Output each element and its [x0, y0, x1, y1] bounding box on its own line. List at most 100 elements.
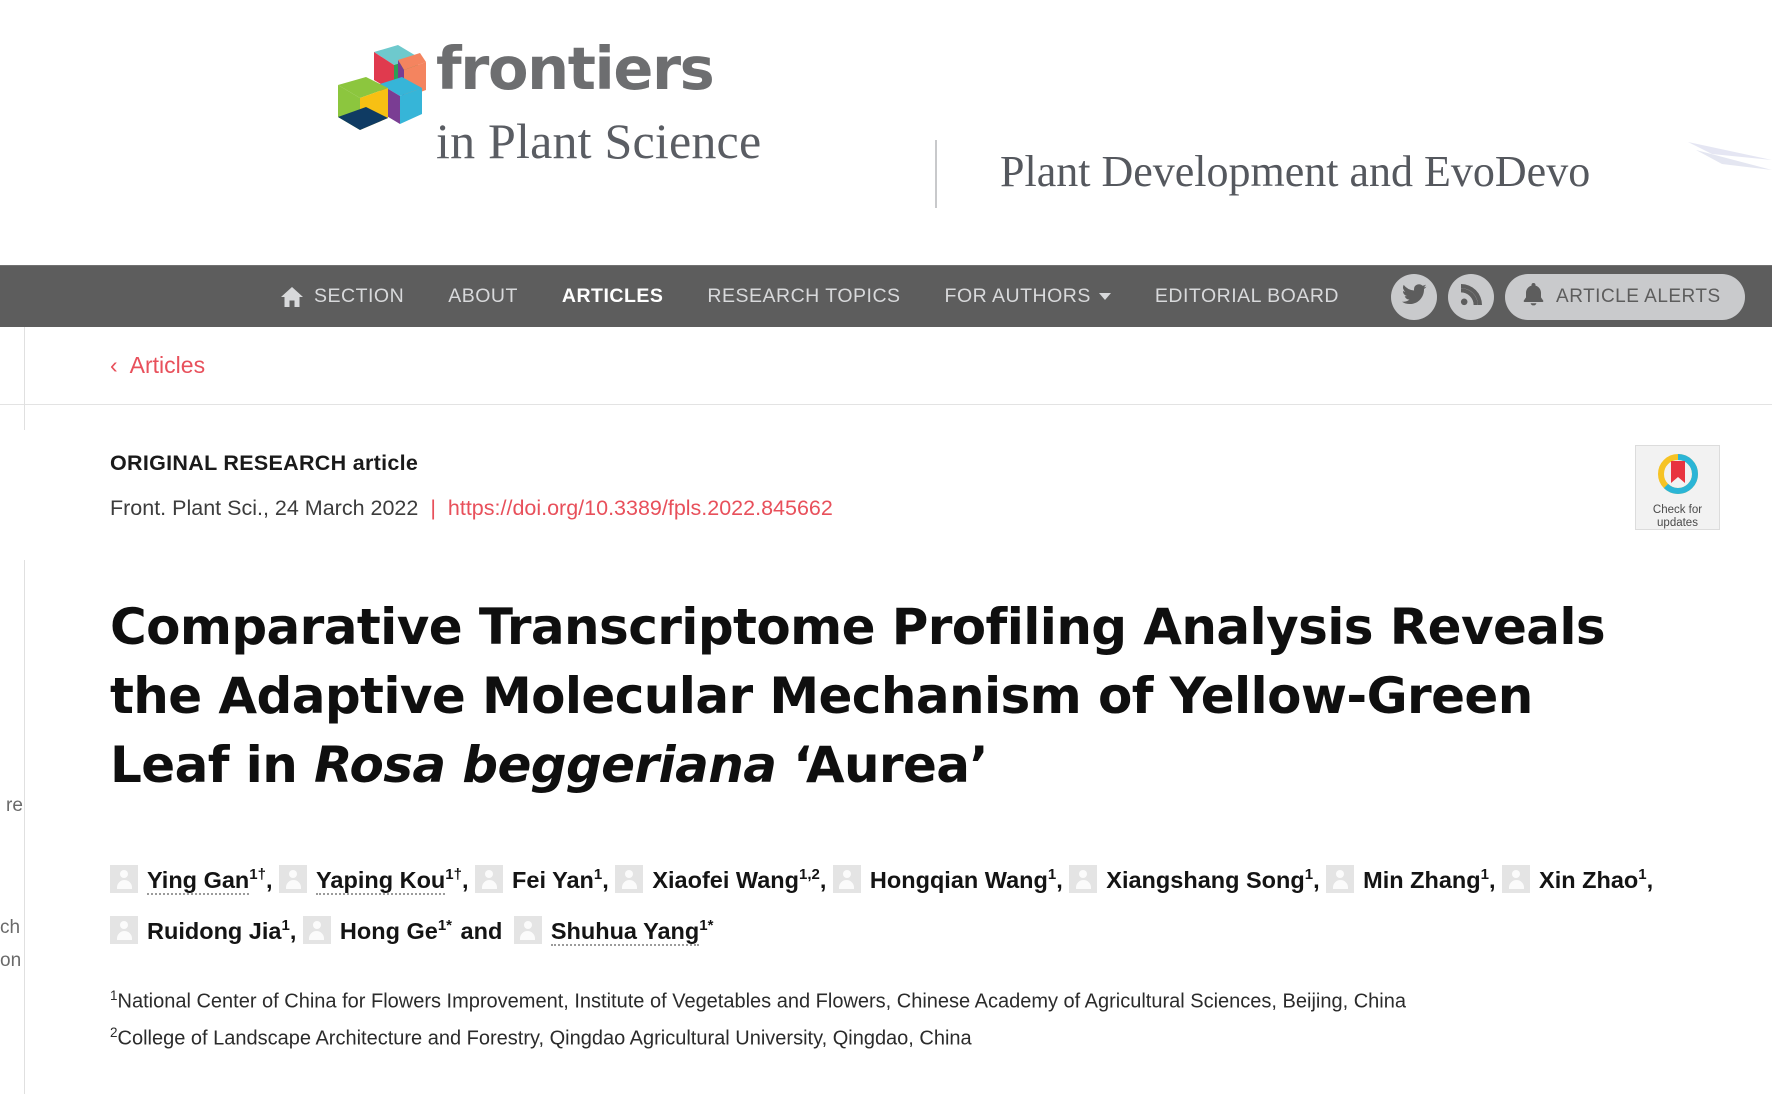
nav-item-about[interactable]: ABOUT	[426, 266, 540, 327]
author-affiliation-marker: 1	[1047, 866, 1057, 883]
title-line-1: Comparative Transcriptome Profiling Anal…	[110, 598, 1606, 725]
author-item[interactable]: Yaping Kou1†	[279, 864, 462, 895]
author-name[interactable]: Yaping Kou	[316, 866, 446, 895]
doi-link[interactable]: https://doi.org/10.3389/fpls.2022.845662	[447, 496, 833, 520]
twitter-button[interactable]	[1391, 273, 1438, 320]
title-line-2: Adaptive Molecular Mechanism of Yellow-G…	[110, 667, 1533, 794]
article-alerts-button[interactable]: ARTICLE ALERTS	[1505, 273, 1745, 320]
affiliation-item: 2College of Landscape Architecture and F…	[110, 1017, 1662, 1055]
author-affiliation-marker: 1*	[437, 916, 452, 934]
affiliation-marker: 2	[110, 1025, 118, 1041]
author-affiliation-marker: 1†	[249, 866, 266, 883]
avatar	[1326, 864, 1355, 893]
author-name[interactable]: Xiangshang Song	[1106, 866, 1305, 893]
author-separator: ,	[1056, 866, 1070, 893]
article-alerts-label: ARTICLE ALERTS	[1556, 285, 1721, 307]
citation-line: Front. Plant Sci., 24 March 2022 | https…	[110, 496, 833, 520]
author-item[interactable]: Xin Zhao1	[1502, 864, 1647, 893]
nav-item-research-topics[interactable]: RESEARCH TOPICS	[685, 266, 922, 327]
frontiers-cubes-logo-icon	[322, 40, 426, 144]
main-navigation: SECTION ABOUT ARTICLES RESEARCH TOPICS F…	[0, 265, 1772, 327]
author-name[interactable]: Xiaofei Wang	[652, 866, 799, 893]
author-affiliation-marker: 1,2	[798, 866, 820, 883]
nav-social-actions: ARTICLE ALERTS	[1391, 273, 1745, 320]
avatar	[110, 915, 138, 944]
nav-item-editorial-board[interactable]: EDITORIAL BOARD	[1133, 266, 1361, 327]
author-item[interactable]: Ruidong Jia1	[110, 915, 290, 944]
affiliation-item: 1National Center of China for Flowers Im…	[110, 980, 1662, 1018]
chevron-down-icon	[1098, 293, 1111, 300]
affiliation-text: National Center of China for Flowers Imp…	[117, 990, 1406, 1013]
brand-primary: frontiers	[436, 34, 715, 103]
decorative-swoosh-icon	[1682, 120, 1772, 230]
breadcrumb: ‹ Articles	[0, 327, 1772, 405]
author-item[interactable]: Hong Ge1*	[302, 915, 452, 944]
bell-icon	[1523, 282, 1544, 311]
nav-item-for-authors[interactable]: FOR AUTHORS	[923, 266, 1133, 327]
nav-item-research-topics-label: RESEARCH TOPICS	[707, 285, 901, 307]
avatar	[475, 864, 504, 893]
author-affiliation-marker: 1	[281, 916, 290, 934]
publication-date: 24 March 2022	[274, 496, 419, 520]
title-species: Rosa beggeriana	[314, 736, 777, 794]
author-name[interactable]: Fei Yan	[512, 866, 594, 893]
author-item[interactable]: Shuhua Yang1*	[513, 915, 713, 946]
crossmark-label: Check for updates	[1653, 504, 1702, 530]
avatar	[1069, 864, 1098, 893]
brand-secondary: in Plant Science	[436, 113, 762, 169]
nav-item-editorial-board-label: EDITORIAL BOARD	[1154, 285, 1340, 307]
author-item[interactable]: Xiaofei Wang1,2	[615, 864, 820, 893]
avatar	[513, 915, 542, 944]
author-affiliation-marker: 1	[1638, 866, 1647, 883]
masthead-divider	[935, 140, 937, 208]
title-cultivar: ‘Aurea’	[793, 736, 988, 794]
home-icon	[280, 286, 304, 308]
breadcrumb-label: Articles	[129, 352, 206, 378]
avatar	[1502, 864, 1531, 893]
crossmark-label-line1: Check for	[1652, 504, 1703, 516]
masthead: frontiers in Plant Science Plant Develop…	[0, 0, 1772, 265]
avatar	[615, 864, 644, 893]
author-item[interactable]: Xiangshang Song1	[1069, 864, 1314, 893]
author-name[interactable]: Ying Gan	[147, 866, 250, 895]
rss-feed-icon	[1460, 283, 1483, 311]
author-name[interactable]: Hong Ge	[339, 917, 438, 944]
affiliation-marker: 1	[110, 987, 118, 1003]
author-item[interactable]: Fei Yan1	[475, 864, 603, 893]
author-affiliation-marker: 1	[1304, 866, 1314, 883]
avatar	[110, 864, 138, 893]
brand-text: frontiers in Plant Science	[436, 36, 761, 172]
author-separator: ,	[265, 866, 280, 893]
author-item[interactable]: Min Zhang1	[1326, 864, 1489, 893]
breadcrumb-articles-link[interactable]: ‹ Articles	[110, 352, 205, 379]
nav-item-articles[interactable]: ARTICLES	[540, 266, 686, 327]
brand-block[interactable]: frontiers in Plant Science	[322, 36, 761, 172]
nav-item-section[interactable]: SECTION	[258, 266, 426, 327]
author-separator: ,	[1313, 866, 1327, 893]
author-separator: ,	[1488, 866, 1503, 893]
author-separator: and	[454, 917, 509, 944]
author-name[interactable]: Xin Zhao	[1539, 866, 1639, 893]
journal-section-name: Plant Development and EvoDevo	[1000, 147, 1591, 196]
author-name[interactable]: Min Zhang	[1363, 866, 1481, 893]
author-affiliation-marker: 1	[593, 866, 603, 883]
author-separator: ,	[1646, 866, 1654, 893]
nav-item-for-authors-label: FOR AUTHORS	[944, 285, 1091, 307]
author-name[interactable]: Ruidong Jia	[147, 917, 282, 944]
author-name[interactable]: Shuhua Yang	[550, 917, 700, 946]
rss-button[interactable]	[1448, 273, 1495, 320]
author-name[interactable]: Hongqian Wang	[869, 866, 1048, 893]
crossmark-badge-icon	[1655, 451, 1701, 502]
nav-item-about-label: ABOUT	[448, 285, 518, 307]
author-list: Ying Gan1†, Yaping Kou1†, Fei Yan1, Xiao…	[110, 852, 1662, 954]
crossmark-badge[interactable]: Check for updates	[1635, 445, 1720, 530]
author-separator: ,	[289, 917, 303, 944]
affiliation-text: College of Landscape Architecture and Fo…	[117, 1027, 972, 1050]
author-item[interactable]: Ying Gan1†	[110, 864, 266, 895]
affiliation-list: 1National Center of China for Flowers Im…	[110, 980, 1662, 1055]
article-type-kicker: ORIGINAL RESEARCH article	[110, 451, 419, 475]
author-affiliation-marker: 1†	[445, 866, 462, 883]
author-item[interactable]: Hongqian Wang1	[832, 864, 1057, 893]
citation-separator: |	[430, 496, 436, 520]
